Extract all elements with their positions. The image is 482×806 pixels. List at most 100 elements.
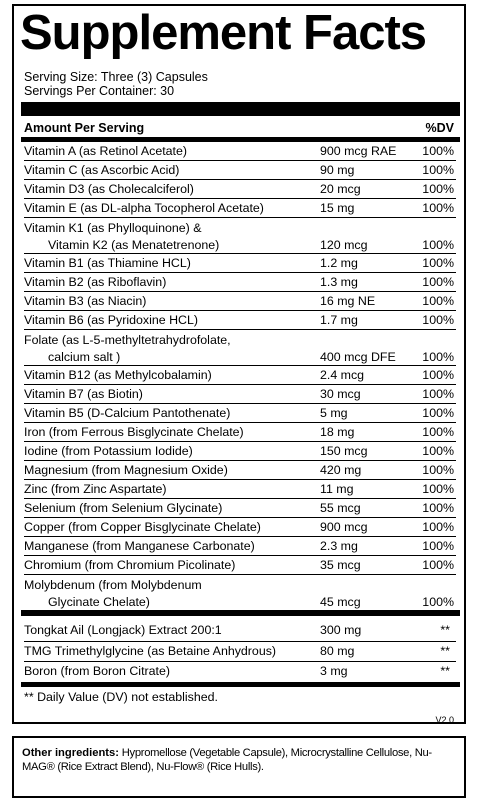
nutrient-name: Iodine (from Potassium Iodide) <box>24 444 193 458</box>
nutrient-amount: 20 mcg <box>320 182 361 196</box>
nutrient-dv: 100% <box>422 501 454 515</box>
nutrient-name: Vitamin E (as DL-alpha Tocopherol Acetat… <box>24 201 264 215</box>
nutrient-row: Vitamin B1 (as Thiamine HCL) 1.2 mg 100% <box>24 254 456 273</box>
nutrient-row: Vitamin B3 (as Niacin) 16 mg NE 100% <box>24 292 456 311</box>
nutrient-dv: 100% <box>422 444 454 458</box>
nutrient-amount: 1.7 mg <box>320 313 358 327</box>
nutrient-row: Magnesium (from Magnesium Oxide) 420 mg 10… <box>24 461 456 480</box>
nutrient-row: Vitamin K1 (as Phylloquinone) & Vitamin K… <box>24 218 456 254</box>
nutrient-name: Vitamin B2 (as Riboflavin) <box>24 275 167 289</box>
nutrient-dv: 100% <box>422 144 454 158</box>
amount-per-serving-label: Amount Per Serving <box>24 121 145 135</box>
nutrient-amount: 400 mcg DFE <box>320 350 396 364</box>
nutrient-name: Iron (from Ferrous Bisglycinate Chelate) <box>24 425 244 439</box>
nutrient-row: Vitamin B5 (D-Calcium Pantothenate) 5 mg 1… <box>24 404 456 423</box>
nutrient-amount: 80 mg <box>320 643 355 658</box>
nutrient-name: Vitamin D3 (as Cholecalciferol) <box>24 182 194 196</box>
nutrient-name: Vitamin C (as Ascorbic Acid) <box>24 163 180 177</box>
section-divider <box>21 610 460 616</box>
nutrient-amount: 900 mcg RAE <box>320 144 397 158</box>
nutrient-name: Vitamin B6 (as Pyridoxine HCL) <box>24 313 198 327</box>
nutrient-list: Vitamin A (as Retinol Acetate) 900 mcg RA… <box>24 142 456 611</box>
nutrient-dv: ** <box>440 664 450 678</box>
nutrient-dv: 100% <box>422 313 454 327</box>
nutrient-amount: 120 mcg <box>320 238 368 252</box>
nutrient-amount: 150 mcg <box>320 444 368 458</box>
nutrient-name: Magnesium (from Magnesium Oxide) <box>24 463 228 477</box>
nutrient-amount: 45 mcg <box>320 595 361 609</box>
bottom-divider <box>21 682 460 687</box>
nutrient-row: Vitamin C (as Ascorbic Acid) 90 mg 100% <box>24 161 456 180</box>
nutrient-row: Chromium (from Chromium Picolinate) 35 mc… <box>24 556 456 575</box>
nutrient-name: Chromium (from Chromium Picolinate) <box>24 558 236 572</box>
nutrient-row: Selenium (from Selenium Glycinate) 55 mcg… <box>24 499 456 518</box>
nutrient-row: Iron (from Ferrous Bisglycinate Chelate)… <box>24 423 456 442</box>
nutrient-row: Vitamin E (as DL-alpha Tocopherol Acetat… <box>24 199 456 218</box>
nutrient-dv: 100% <box>422 350 454 364</box>
nutrient-dv: ** <box>440 643 450 658</box>
nutrient-name: Selenium (from Selenium Glycinate) <box>24 501 223 515</box>
nutrient-dv: 100% <box>422 294 454 308</box>
footnote: ** Daily Value (DV) not established. <box>24 690 218 704</box>
nutrient-row: Vitamin B7 (as Biotin) 30 mcg 100% <box>24 385 456 404</box>
nutrient-dv: 100% <box>422 182 454 196</box>
nutrient-amount: 1.3 mg <box>320 275 358 289</box>
nutrient-name: Manganese (from Manganese Carbonate) <box>24 539 255 553</box>
table-header: Amount Per Serving %DV <box>24 119 454 137</box>
nutrient-dv: 100% <box>422 163 454 177</box>
nutrient-row: Zinc (from Zinc Aspartate) 11 mg 100% <box>24 480 456 499</box>
serving-size: Serving Size: Three (3) Capsules <box>24 70 208 84</box>
nutrient-name: Molybdenum (from Molybdenum <box>24 578 202 592</box>
nutrient-amount: 35 mcg <box>320 558 361 572</box>
nutrient-name: Vitamin K1 (as Phylloquinone) & <box>24 221 202 235</box>
nutrient-dv: 100% <box>422 520 454 534</box>
nutrient-dv: 100% <box>422 425 454 439</box>
nutrient-dv: 100% <box>422 595 454 609</box>
nutrient-amount: 90 mg <box>320 163 355 177</box>
extra-row: Boron (from Boron Citrate) 3 mg ** <box>24 662 456 683</box>
nutrient-dv: 100% <box>422 256 454 270</box>
nutrient-name: Vitamin B1 (as Thiamine HCL) <box>24 256 191 270</box>
nutrient-amount: 16 mg NE <box>320 294 376 308</box>
nutrient-amount: 30 mcg <box>320 387 361 401</box>
nutrient-row: Iodine (from Potassium Iodide) 150 mcg 100… <box>24 442 456 461</box>
nutrient-row: Vitamin B6 (as Pyridoxine HCL) 1.7 mg 100% <box>24 311 456 330</box>
nutrient-name: Tongkat Ail (Longjack) Extract 200:1 <box>24 623 222 637</box>
nutrient-dv: 100% <box>422 558 454 572</box>
nutrient-name: Zinc (from Zinc Aspartate) <box>24 482 167 496</box>
version-label: V2.0 <box>435 715 454 725</box>
nutrient-amount: 55 mcg <box>320 501 361 515</box>
nutrient-row: Vitamin D3 (as Cholecalciferol) 20 mcg 100… <box>24 180 456 199</box>
nutrient-dv: 100% <box>422 275 454 289</box>
nutrient-dv: ** <box>440 623 450 637</box>
nutrient-amount: 18 mg <box>320 425 355 439</box>
nutrient-amount: 15 mg <box>320 201 355 215</box>
nutrient-dv: 100% <box>422 238 454 252</box>
nutrient-name: Vitamin B5 (D-Calcium Pantothenate) <box>24 406 231 420</box>
nutrient-amount: 2.3 mg <box>320 539 358 553</box>
other-ingredients-box: Other ingredients: Hypromellose (Vegetab… <box>12 736 466 798</box>
extra-row: Tongkat Ail (Longjack) Extract 200:1 300 … <box>24 621 456 642</box>
nutrient-name: Copper (from Copper Bisglycinate Chelate… <box>24 520 261 534</box>
nutrient-row: Manganese (from Manganese Carbonate) 2.3 … <box>24 537 456 556</box>
other-ingredients-text: Hypromellose (Vegetable Capsule), Microc… <box>22 747 432 773</box>
nutrient-amount: 2.4 mcg <box>320 368 365 382</box>
nutrient-amount: 3 mg <box>320 664 348 678</box>
nutrient-row: Vitamin B2 (as Riboflavin) 1.3 mg 100% <box>24 273 456 292</box>
nutrient-row: Vitamin A (as Retinol Acetate) 900 mcg RA… <box>24 142 456 161</box>
panel-title: Supplement Facts <box>20 6 427 60</box>
thick-divider <box>21 102 460 116</box>
nutrient-amount: 300 mg <box>320 623 362 637</box>
nutrient-row: Vitamin B12 (as Methylcobalamin) 2.4 mcg 1… <box>24 366 456 385</box>
nutrient-dv: 100% <box>422 463 454 477</box>
nutrient-amount: 1.2 mg <box>320 256 358 270</box>
nutrient-amount: 900 mcg <box>320 520 368 534</box>
nutrient-name: Vitamin B3 (as Niacin) <box>24 294 147 308</box>
nutrient-name-continued: calcium salt ) <box>48 350 121 364</box>
nutrient-amount: 5 mg <box>320 406 348 420</box>
nutrient-dv: 100% <box>422 387 454 401</box>
other-ingredients-list: Tongkat Ail (Longjack) Extract 200:1 300 … <box>24 621 456 683</box>
nutrient-row: Molybdenum (from Molybdenum Glycinate Che… <box>24 575 456 611</box>
other-ingredients-label: Other ingredients: <box>22 747 119 759</box>
nutrient-name: Vitamin A (as Retinol Acetate) <box>24 144 188 158</box>
